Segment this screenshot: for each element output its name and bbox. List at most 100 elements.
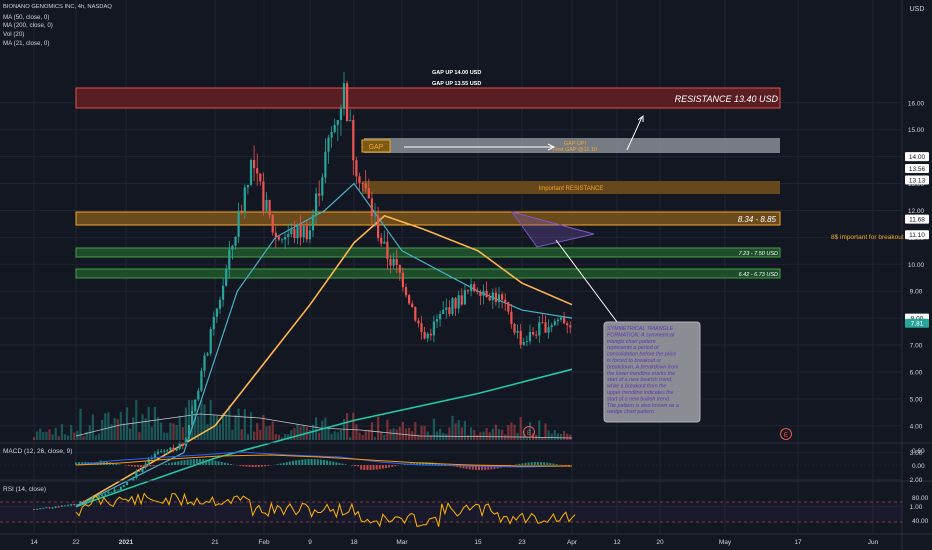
candle-body — [119, 486, 122, 491]
resistance-zone[interactable]: RESISTANCE 13.40 USD — [75, 87, 781, 109]
price-axis[interactable]: 16.0015.0014.0013.0012.0011.0010.009.008… — [905, 100, 929, 511]
volume-bar — [98, 433, 101, 440]
currency-label: USD — [910, 6, 925, 13]
rsi-band — [0, 502, 902, 522]
volume-bar — [308, 430, 311, 440]
macd-histogram-bar — [443, 464, 446, 465]
volume-bar — [457, 420, 460, 440]
candle-body — [76, 504, 79, 506]
candle-body — [460, 295, 463, 305]
macd-histogram-bar — [369, 465, 372, 470]
volume-bar — [160, 422, 163, 440]
volume-bar — [225, 414, 228, 440]
candle-body — [355, 160, 358, 177]
macd-histogram-bar — [484, 465, 487, 470]
symmetrical-triangle[interactable] — [510, 211, 595, 248]
macd-histogram-bar — [412, 462, 415, 465]
volume-bar — [178, 415, 181, 440]
candle-body — [451, 298, 454, 315]
volume-bar — [401, 422, 404, 440]
candle-body — [116, 489, 119, 491]
volume-bar — [48, 429, 51, 440]
volume-bar — [494, 424, 497, 440]
candle-body — [240, 210, 243, 212]
earnings-marker-1[interactable]: E — [523, 426, 535, 438]
macd-histogram-bar — [543, 462, 546, 465]
volume-bar — [246, 434, 249, 440]
volume-bar — [504, 434, 507, 440]
important-resistance-zone[interactable]: Important RESISTANCE — [362, 181, 780, 194]
zone-7-23-7-50[interactable]: 7.23 - 7.50 USD — [75, 247, 781, 258]
candle-body — [153, 453, 156, 459]
macd-histogram-bar — [217, 461, 220, 465]
volume-bar — [51, 434, 54, 440]
volume-bar — [541, 437, 544, 440]
price-tick: 2.00 — [910, 477, 923, 484]
triangle-callout[interactable]: SYMMETRICAL TRIANGLE FORMATION: A symmetr… — [603, 321, 701, 423]
volume-bar — [237, 408, 240, 440]
volume-bar — [392, 428, 395, 440]
volume-bar — [445, 433, 448, 440]
candle-body — [522, 342, 525, 345]
time-tick: 23 — [518, 539, 526, 546]
volume-bar — [293, 428, 296, 440]
callout-text: SYMMETRICAL TRIANGLE FORMATION: A symmetr… — [607, 326, 679, 415]
gap-up-box-line2: First GAP @11.10 — [553, 147, 597, 153]
macd-histogram-bar — [375, 465, 378, 470]
volume-bar — [262, 415, 265, 440]
candle-body — [290, 228, 293, 235]
macd-histogram-bar — [546, 462, 549, 465]
price-tick: 3.00 — [910, 450, 923, 457]
zone-8-34-8-85[interactable]: 8.34 - 8.85 — [75, 211, 781, 226]
candle-body — [187, 425, 191, 439]
candle-body — [525, 341, 528, 343]
volume-bar — [209, 400, 212, 440]
candle-body — [358, 176, 361, 184]
volume-bar — [361, 435, 364, 440]
volume-bar — [327, 426, 330, 440]
macd-histogram-bar — [208, 459, 211, 465]
time-axis[interactable]: 14 22 2021 21 Feb 9 18 Mar 15 23 Apr 12 20 May 17 Jun — [30, 539, 878, 546]
macd-histogram-bar — [127, 465, 130, 467]
candle-body — [476, 291, 479, 293]
candle-body — [569, 325, 572, 328]
macd-histogram-bar — [285, 462, 288, 465]
candle-body — [138, 471, 141, 472]
volume-bar — [485, 427, 488, 440]
zone-6-42-6-73[interactable]: 6.42 - 6.73 USD — [75, 268, 781, 279]
volume-bar — [389, 429, 392, 440]
legend-ma50: MA (50, close, 0) — [3, 14, 49, 21]
price-tick: 10.00 — [908, 262, 925, 269]
macd-histogram-bar — [357, 465, 360, 467]
price-tag-label: 11.68 — [909, 216, 925, 223]
candle-body — [491, 292, 494, 301]
candle-body — [538, 322, 541, 336]
volume-bar — [358, 432, 361, 440]
candle-body — [280, 239, 284, 241]
volume-bar — [94, 435, 98, 440]
candle-body — [206, 353, 209, 356]
candle-body — [36, 508, 39, 510]
candle-body — [98, 496, 101, 498]
macd-histogram-bar — [137, 465, 139, 467]
volume-bar — [448, 427, 451, 440]
earnings-marker-2[interactable]: E — [780, 428, 792, 440]
candle-body — [339, 108, 342, 121]
macd-histogram-bar — [276, 464, 279, 465]
gap-up-zone[interactable]: GAP UP! First GAP @11.10 — [364, 138, 780, 153]
macd-histogram-bar — [192, 459, 195, 465]
macd-histogram-bar — [487, 465, 490, 470]
gap-marker[interactable]: GAP — [361, 139, 391, 153]
candle-body — [284, 236, 287, 240]
volume-bar — [398, 426, 401, 440]
candle-body — [510, 311, 513, 324]
candle-body — [556, 319, 559, 322]
volume-bar — [138, 432, 141, 440]
volume-bar — [277, 434, 280, 440]
macd-histogram-bar — [183, 460, 186, 465]
volume-bar — [197, 416, 200, 440]
volume-bar — [364, 430, 367, 440]
time-tick: 20 — [656, 539, 664, 546]
candle-body — [485, 290, 488, 298]
